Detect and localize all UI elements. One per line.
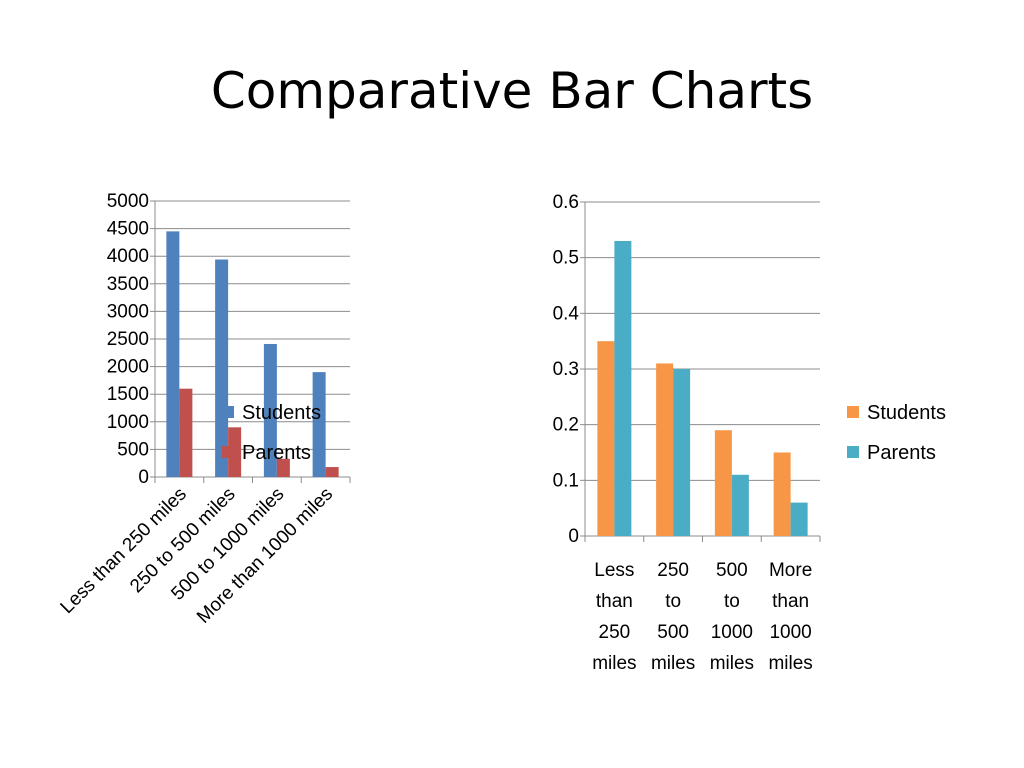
bar-parents-more-than-1000-miles <box>790 502 808 536</box>
legend-swatch-parents <box>222 446 234 458</box>
legend-swatch-students <box>847 406 859 418</box>
x-tick-label: Less <box>594 560 634 581</box>
x-tick-label: 500 <box>716 560 748 581</box>
bar-students-less-than-250-miles <box>166 231 180 477</box>
y-tick-label: 2000 <box>107 357 149 378</box>
y-tick-label: 0 <box>138 467 149 488</box>
bar-parents-250-to-500-miles <box>673 369 691 536</box>
x-tick-label: 250 <box>599 622 631 643</box>
y-tick-label: 5000 <box>107 191 149 212</box>
x-tick-label: miles <box>768 653 812 674</box>
bar-students-less-than-250-miles <box>597 341 615 536</box>
y-tick-label: 3500 <box>107 274 149 295</box>
slide-title: Comparative Bar Charts <box>210 62 814 120</box>
bar-parents-less-than-250-miles <box>614 240 632 536</box>
x-tick-label: 1000 <box>769 622 811 643</box>
x-tick-label: to <box>724 591 740 612</box>
x-tick-label: than <box>596 591 633 612</box>
x-tick-label: miles <box>651 653 695 674</box>
x-tick-label: to <box>665 591 681 612</box>
y-tick-label: 3000 <box>107 301 149 322</box>
bar-students-500-to-1000-miles <box>714 430 732 536</box>
bar-parents-less-than-250-miles <box>179 388 193 477</box>
x-tick-label: 250 <box>657 560 689 581</box>
legend-swatch-students <box>222 406 234 418</box>
y-tick-label: 0.1 <box>553 470 579 491</box>
y-tick-label: 0.6 <box>553 192 579 213</box>
y-tick-label: 1500 <box>107 384 149 405</box>
y-tick-label: 0.2 <box>553 415 579 436</box>
y-tick-label: 500 <box>117 439 149 460</box>
legend-label-students: Students <box>242 402 321 424</box>
y-tick-label: 0.5 <box>553 248 579 269</box>
x-tick-label: miles <box>710 653 754 674</box>
bar-parents-more-than-1000-miles <box>325 467 339 477</box>
bar-students-more-than-1000-miles <box>312 372 326 477</box>
bar-students-500-to-1000-miles <box>263 343 277 477</box>
right-bar-chart: 0 0.1 0.2 0.3 0.4 0.5 0.6 Less than 250 miles 250 to… <box>553 192 946 674</box>
y-tick-label: 1000 <box>107 412 149 433</box>
bar-parents-250-to-500-miles <box>228 427 242 477</box>
legend-swatch-parents <box>847 446 859 458</box>
x-tick-label: than <box>772 591 809 612</box>
x-tick-label: miles <box>592 653 636 674</box>
bar-students-250-to-500-miles <box>215 259 229 477</box>
legend-label-students: Students <box>867 402 946 424</box>
x-tick-label: 1000 <box>711 622 753 643</box>
bar-parents-500-to-1000-miles <box>731 474 749 536</box>
legend-label-parents: Parents <box>867 442 936 464</box>
left-bar-chart: 0 500 1000 1500 2000 2500 3000 3500 4000 4500 5000… <box>57 191 351 628</box>
y-tick-label: 2500 <box>107 329 149 350</box>
bar-students-more-than-1000-miles <box>773 452 791 536</box>
bar-students-250-to-500-miles <box>656 363 674 536</box>
bar-parents-500-to-1000-miles <box>276 458 290 477</box>
legend-label-parents: Parents <box>242 442 311 464</box>
y-tick-label: 4000 <box>107 246 149 267</box>
y-tick-label: 0 <box>568 526 579 547</box>
x-tick-label: 500 <box>657 622 689 643</box>
x-tick-label: More <box>769 560 812 581</box>
y-tick-label: 0.4 <box>553 303 580 324</box>
y-tick-label: 4500 <box>107 219 149 240</box>
y-tick-label: 0.3 <box>553 359 579 380</box>
